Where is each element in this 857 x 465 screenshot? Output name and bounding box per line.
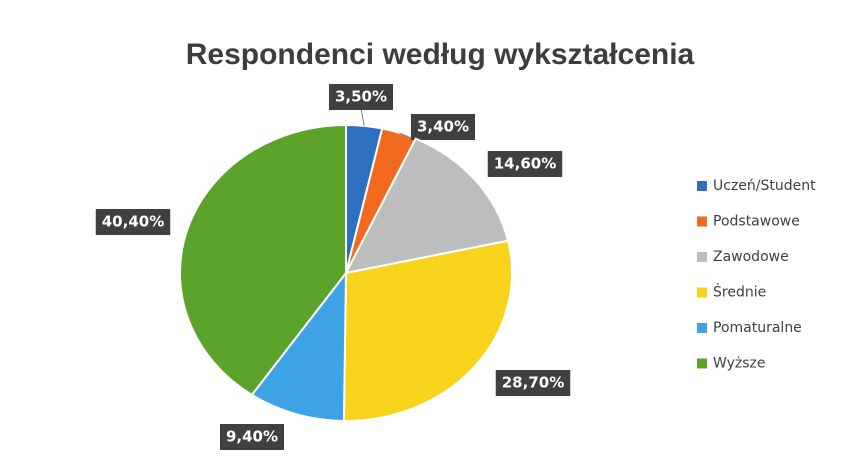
chart-title: Respondenci według wykształcenia <box>186 38 695 71</box>
pie-slice <box>344 137 510 275</box>
pie-slice <box>250 270 348 422</box>
legend-swatch <box>697 323 707 333</box>
leader-line <box>360 108 365 126</box>
data-label-box <box>495 370 571 396</box>
leader-line <box>399 132 414 140</box>
data-label-box <box>95 209 171 235</box>
legend-label: Podstawowe <box>713 214 800 230</box>
legend-label: Zawodowe <box>713 249 789 265</box>
legend-swatch <box>697 287 707 298</box>
data-label: 3,40% <box>417 118 469 136</box>
legend-swatch <box>697 358 707 369</box>
legend-label: Pomaturalne <box>713 320 802 336</box>
pie-slice <box>179 123 347 397</box>
data-label: 3,50% <box>335 88 387 106</box>
legend-swatch <box>697 252 707 262</box>
legend-swatch <box>697 181 707 191</box>
data-label: 28,70% <box>502 374 564 392</box>
data-label-box <box>219 424 285 450</box>
legend-swatch <box>697 216 707 227</box>
data-label: 40,40% <box>102 213 164 231</box>
legend-label: Uczeń/Student <box>713 178 816 194</box>
pie-slice <box>342 239 513 422</box>
data-label: 9,40% <box>226 428 278 446</box>
data-label-box <box>410 114 476 140</box>
data-label: 14,60% <box>494 155 556 173</box>
legend-label: Średnie <box>713 283 766 301</box>
legend-label: Wyższe <box>713 356 766 372</box>
data-label-box <box>328 84 394 110</box>
data-label-box <box>487 151 563 177</box>
